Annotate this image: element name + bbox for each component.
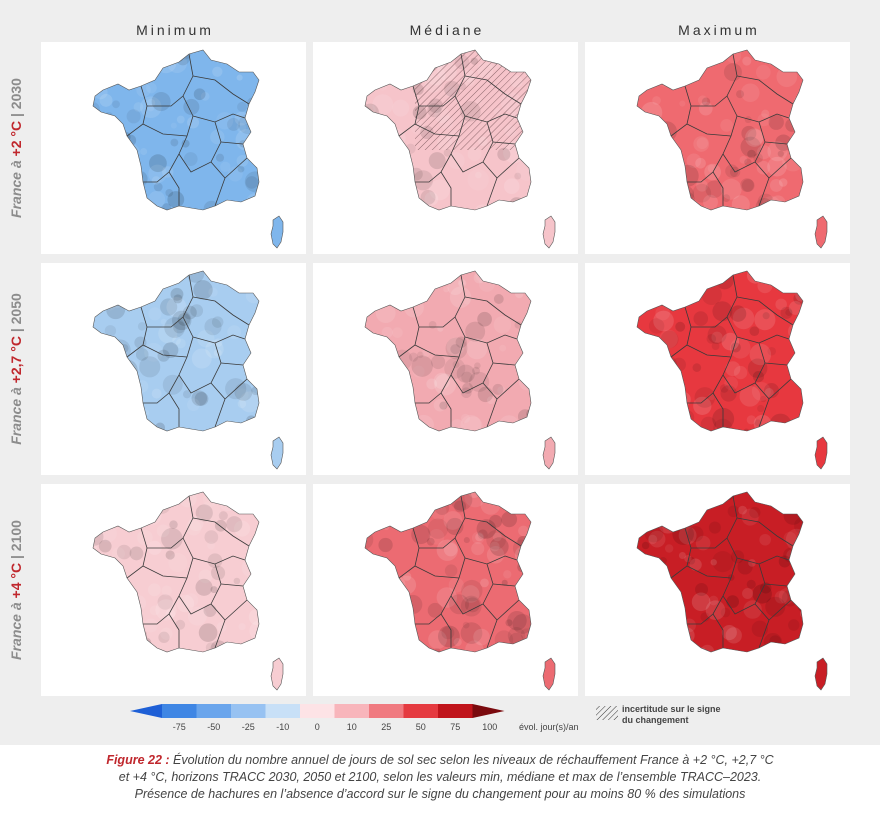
legend-swatch [334,704,369,718]
legend-hatch-label-1: incertitude sur le signe [622,704,721,714]
legend-tick-label: 100 [482,722,497,732]
column-header-mediane: Médiane [409,22,485,38]
row-label-2030: France à +2 °C | 2030 [8,78,24,218]
legend-swatch [231,704,266,718]
figure-caption: Figure 22 : Évolution du nombre annuel d… [20,752,860,803]
color-legend: -75 -50 -25 -10 0 10 25 50 75 100 évol. jour(s)/an… [130,704,721,732]
corsica-shape [542,657,556,691]
row-label-2100: France à +4 °C | 2100 [8,520,24,660]
map-panel-minimum-2100 [41,484,306,696]
legend-swatch [300,704,335,718]
corsica-shape [270,436,284,470]
legend-swatch [403,704,438,718]
corsica-shape [542,215,556,249]
corsica-shape [814,215,828,249]
france-map-shape [93,492,259,652]
corsica-shape [270,657,284,691]
legend-tick-label: -25 [242,722,255,732]
corsica-shape [814,436,828,470]
legend-tick-label: 0 [315,722,320,732]
map-panel-médiane-2030 [313,42,578,254]
legend-tick-label: 50 [416,722,426,732]
caption-line-3: Présence de hachures en l’absence d’acco… [134,787,746,801]
column-header-minimum: Minimum [136,22,214,38]
legend-swatch [369,704,404,718]
column-header-maximum: Maximum [678,22,760,38]
map-panel-maximum-2050 [585,263,850,475]
legend-tick-label: -75 [173,722,186,732]
caption-line-1: Évolution du nombre annuel de jours de s… [169,753,774,767]
legend-tick-label: -50 [207,722,220,732]
legend-tick-label: 75 [450,722,460,732]
legend-hatch-swatch [596,706,618,720]
caption-lead: Figure 22 : [106,753,170,767]
legend-arrow-low [130,704,162,718]
legend-unit: évol. jour(s)/an [519,722,579,732]
legend-tick-label: 25 [381,722,391,732]
legend-swatch [162,704,197,718]
caption-line-2: et +4 °C, horizons TRACC 2030, 2050 et 2… [118,770,762,784]
corsica-shape [542,436,556,470]
legend-hatch-label-2: du changement [622,715,689,725]
row-label-2050: France à +2,7 °C | 2050 [8,293,24,445]
legend-swatch [438,704,473,718]
france-map-shape [637,492,803,652]
corsica-shape [814,657,828,691]
legend-swatch [265,704,300,718]
map-panel-minimum-2030 [41,42,306,254]
legend-swatch [196,704,231,718]
legend-tick-label: 10 [347,722,357,732]
map-panel-médiane-2050 [313,263,578,475]
legend-tick-label: -10 [276,722,289,732]
corsica-shape [270,215,284,249]
map-panel-maximum-2030 [585,42,850,254]
legend-arrow-high [472,704,505,718]
map-panel-maximum-2100 [585,484,850,696]
map-panel-minimum-2050 [41,263,306,475]
map-panel-médiane-2100 [313,484,578,696]
